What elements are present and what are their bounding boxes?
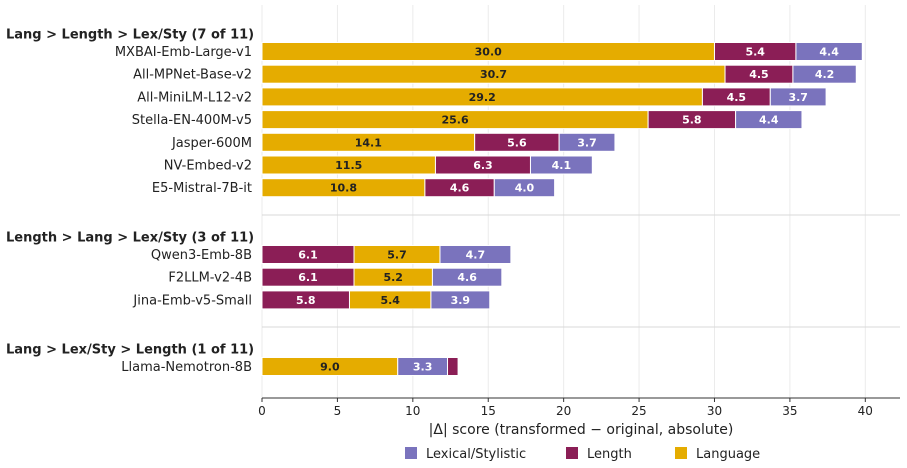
row-label: F2LLM-v2-4B — [168, 271, 252, 286]
bar-value-label: 4.6 — [450, 182, 470, 195]
x-tick-label: 0 — [258, 404, 266, 418]
bar-value-label: 5.2 — [383, 271, 403, 284]
bar-value-label: 3.9 — [451, 294, 471, 307]
bar-value-label: 5.8 — [296, 294, 316, 307]
bar-value-label: 4.4 — [819, 46, 839, 59]
row-label: Jina-Emb-v5-Small — [132, 293, 252, 308]
bar-value-label: 5.4 — [380, 294, 400, 307]
bar-value-label: 5.6 — [507, 136, 527, 149]
row-label: MXBAI-Emb-Large-v1 — [115, 45, 252, 60]
grid-lines — [261, 5, 866, 398]
bar-value-label: 3.7 — [577, 136, 597, 149]
x-tick-label: 35 — [782, 404, 797, 418]
legend-swatch — [566, 447, 578, 459]
group-title: Lang > Length > Lex/Sty (7 of 11) — [6, 28, 254, 43]
bar-segment — [439, 245, 512, 264]
row-label: All-MiniLM-L12-v2 — [137, 90, 252, 105]
bar-value-label: 4.2 — [815, 68, 835, 81]
group-title: Lang > Lex/Sty > Length (1 of 11) — [6, 343, 254, 358]
bar-value-label: 29.2 — [469, 91, 496, 104]
bar-value-label: 6.1 — [298, 271, 318, 284]
bar-segment — [795, 42, 863, 61]
bar-segment — [430, 290, 491, 310]
bar-segment — [792, 64, 857, 84]
group-title: Length > Lang > Lex/Sty (3 of 11) — [6, 231, 254, 246]
legend-label: Language — [696, 447, 760, 462]
x-tick-label: 40 — [858, 404, 873, 418]
bar-value-label: 4.0 — [515, 182, 535, 195]
bar-value-label: 11.5 — [335, 159, 362, 172]
row-label: Stella-EN-400M-v5 — [132, 113, 252, 128]
bar-segment — [431, 267, 503, 287]
legend-swatch — [675, 447, 687, 459]
legend-label: Lexical/Stylistic — [426, 447, 526, 462]
x-tick-label: 25 — [631, 404, 646, 418]
x-tick-label: 15 — [481, 404, 496, 418]
bar-value-label: 5.4 — [745, 46, 765, 59]
bar-value-label: 10.8 — [330, 182, 357, 195]
bar-segment — [558, 132, 616, 152]
legend-label: Length — [587, 447, 632, 462]
row-label: Qwen3-Emb-8B — [151, 248, 252, 263]
legend: Lexical/Stylistic Length Language — [405, 447, 760, 462]
row-labels: Lang > Length > Lex/Sty (7 of 11) MXBAI-E… — [6, 28, 254, 376]
row-label: Jasper-600M — [171, 136, 252, 151]
row-label: NV-Embed-v2 — [164, 159, 252, 174]
bar-segment — [735, 110, 803, 130]
bar-value-label: 5.8 — [682, 114, 702, 127]
row-label: Llama-Nemotron-8B — [121, 360, 252, 375]
x-tick-label: 20 — [556, 404, 571, 418]
bar-segment — [769, 87, 827, 107]
bar-value-label: 4.5 — [727, 91, 747, 104]
bar-value-label: 4.6 — [457, 271, 477, 284]
bar-value-label: 30.0 — [475, 46, 502, 59]
bar-segment — [529, 155, 593, 175]
bar-value-label: 4.1 — [552, 159, 572, 172]
bar-value-label: 3.3 — [413, 361, 433, 374]
bar-value-label: 6.3 — [473, 159, 493, 172]
x-tick-label: 5 — [334, 404, 342, 418]
bar-value-label: 14.1 — [355, 136, 382, 149]
bar-value-label: 30.7 — [480, 68, 507, 81]
row-label: All-MPNet-Base-v2 — [133, 68, 252, 83]
bar-value-label: 9.0 — [320, 361, 340, 374]
bar-value-label: 4.4 — [759, 114, 779, 127]
bar-value-label: 5.7 — [387, 249, 407, 262]
bar-segment — [447, 357, 459, 376]
bar-value-label: 3.7 — [788, 91, 808, 104]
bar-value-label: 4.7 — [466, 249, 486, 262]
row-label: E5-Mistral-7B-it — [152, 181, 252, 196]
x-axis: 0 5 10 15 20 25 30 35 40 — [258, 397, 900, 418]
legend-swatch — [405, 447, 417, 459]
x-axis-title: |Δ| score (transformed − original, absol… — [429, 422, 734, 438]
bar-segment — [493, 178, 556, 198]
bar-value-label: 25.6 — [441, 114, 468, 127]
x-tick-label: 10 — [405, 404, 420, 418]
bar-value-label: 4.5 — [749, 68, 769, 81]
x-tick-label: 30 — [707, 404, 722, 418]
bar-value-label: 6.1 — [298, 249, 318, 262]
group-separators — [262, 214, 900, 328]
bars: 30.0 5.4 4.4 30.7 4.5 4.2 29.2 4.5 3.7 25.6 5.8 4.4… — [261, 42, 863, 376]
